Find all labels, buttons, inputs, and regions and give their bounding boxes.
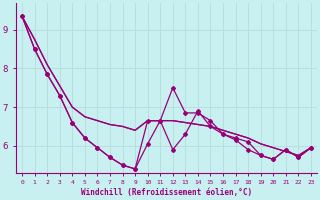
X-axis label: Windchill (Refroidissement éolien,°C): Windchill (Refroidissement éolien,°C) (81, 188, 252, 197)
